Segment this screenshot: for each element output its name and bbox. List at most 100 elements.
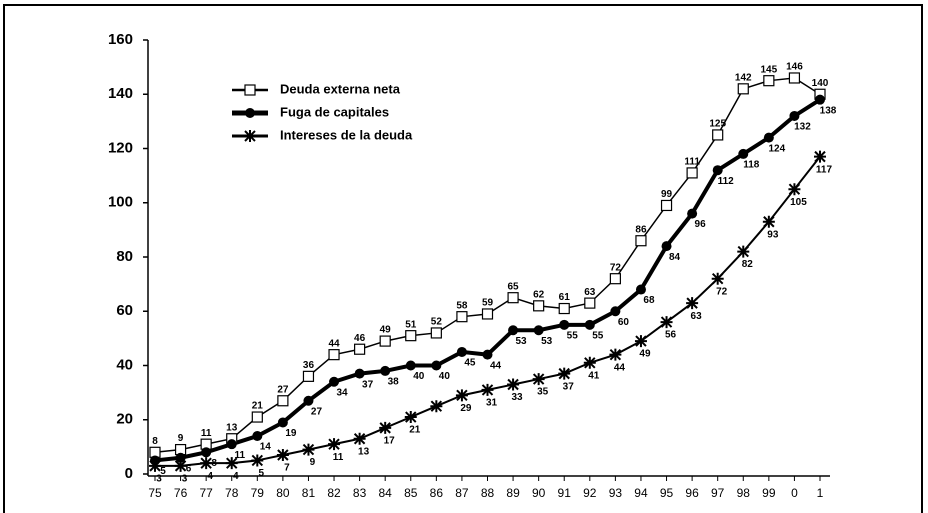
data-label: 53 bbox=[516, 336, 528, 347]
point bbox=[200, 457, 213, 470]
point bbox=[277, 395, 289, 407]
point bbox=[686, 167, 698, 179]
data-label: 11 bbox=[201, 428, 212, 439]
data-label: 124 bbox=[769, 143, 786, 154]
point bbox=[738, 148, 749, 159]
data-label: 53 bbox=[541, 336, 553, 347]
data-label: 4 bbox=[233, 471, 239, 482]
data-label: 5 bbox=[259, 468, 265, 479]
point bbox=[353, 432, 366, 445]
data-label: 138 bbox=[820, 105, 837, 116]
point bbox=[379, 335, 391, 347]
data-label: 59 bbox=[482, 298, 494, 309]
point bbox=[244, 130, 256, 142]
data-label: 44 bbox=[490, 360, 502, 371]
data-label: 19 bbox=[285, 428, 297, 439]
data-label: 4 bbox=[207, 471, 213, 482]
data-label: 3 bbox=[156, 474, 162, 485]
point bbox=[244, 84, 256, 96]
point bbox=[558, 367, 571, 380]
data-label: 37 bbox=[563, 381, 575, 392]
data-label: 45 bbox=[464, 358, 476, 369]
point bbox=[711, 272, 724, 285]
point bbox=[609, 273, 621, 285]
data-label: 5 bbox=[160, 466, 166, 477]
x-tick-label: 90 bbox=[532, 486, 546, 500]
data-label: 145 bbox=[761, 64, 778, 75]
point bbox=[635, 284, 646, 295]
point bbox=[584, 319, 595, 330]
y-tick-label: 80 bbox=[116, 248, 133, 265]
y-tick-label: 160 bbox=[108, 31, 133, 48]
point bbox=[302, 370, 315, 382]
point bbox=[712, 129, 724, 141]
x-tick-label: 93 bbox=[609, 486, 623, 500]
point bbox=[430, 400, 443, 413]
data-label: 60 bbox=[618, 317, 630, 328]
point bbox=[815, 94, 825, 105]
y-tick-label: 20 bbox=[116, 411, 133, 428]
point bbox=[379, 421, 392, 434]
point bbox=[354, 343, 366, 355]
data-label: 65 bbox=[508, 281, 520, 292]
point bbox=[584, 297, 596, 309]
data-label: 63 bbox=[691, 311, 703, 322]
point bbox=[686, 297, 699, 310]
point bbox=[762, 215, 775, 228]
point bbox=[482, 349, 493, 360]
data-label: 142 bbox=[735, 72, 752, 83]
data-label: 8 bbox=[152, 436, 158, 447]
data-label: 13 bbox=[358, 446, 370, 457]
data-label: 52 bbox=[431, 317, 443, 328]
data-label: 29 bbox=[460, 403, 472, 414]
point bbox=[245, 108, 255, 118]
point bbox=[251, 454, 264, 467]
data-label: 56 bbox=[665, 330, 677, 341]
data-label: 8 bbox=[211, 458, 217, 469]
point bbox=[533, 325, 544, 336]
data-label: 21 bbox=[252, 401, 264, 412]
x-tick-label: 89 bbox=[506, 486, 520, 500]
data-label: 34 bbox=[336, 387, 348, 398]
point bbox=[532, 373, 545, 386]
x-tick-label: 78 bbox=[225, 486, 239, 500]
data-label: 14 bbox=[260, 442, 272, 453]
data-label: 6 bbox=[186, 463, 192, 474]
data-label: 68 bbox=[643, 295, 655, 306]
data-label: 17 bbox=[384, 436, 396, 447]
point bbox=[405, 360, 416, 371]
y-tick-label: 120 bbox=[108, 139, 133, 156]
data-label: 61 bbox=[559, 292, 571, 303]
data-label: 40 bbox=[413, 371, 425, 382]
point bbox=[788, 72, 801, 84]
data-label: 84 bbox=[669, 252, 681, 263]
data-label: 72 bbox=[610, 262, 622, 273]
data-label: 7 bbox=[284, 463, 290, 474]
point bbox=[252, 431, 263, 442]
point bbox=[430, 327, 442, 339]
data-label: 82 bbox=[742, 259, 754, 270]
point bbox=[814, 150, 826, 163]
data-label: 55 bbox=[592, 330, 604, 341]
y-tick-label: 40 bbox=[116, 356, 133, 373]
data-label: 118 bbox=[743, 160, 760, 171]
x-tick-label: 95 bbox=[660, 486, 674, 500]
point bbox=[149, 459, 161, 472]
data-label: 40 bbox=[439, 371, 451, 382]
point bbox=[329, 376, 340, 387]
point bbox=[712, 165, 723, 176]
point bbox=[583, 356, 596, 369]
point bbox=[508, 325, 519, 336]
x-tick-label: 0 bbox=[791, 486, 798, 500]
data-label: 35 bbox=[537, 387, 549, 398]
data-label: 55 bbox=[567, 330, 579, 341]
data-label: 46 bbox=[354, 333, 366, 344]
point bbox=[687, 208, 698, 219]
data-label: 125 bbox=[709, 119, 726, 130]
data-label: 111 bbox=[684, 157, 700, 168]
data-label: 44 bbox=[614, 362, 626, 373]
point bbox=[328, 438, 341, 451]
point bbox=[303, 395, 314, 406]
data-label: 44 bbox=[328, 338, 340, 349]
